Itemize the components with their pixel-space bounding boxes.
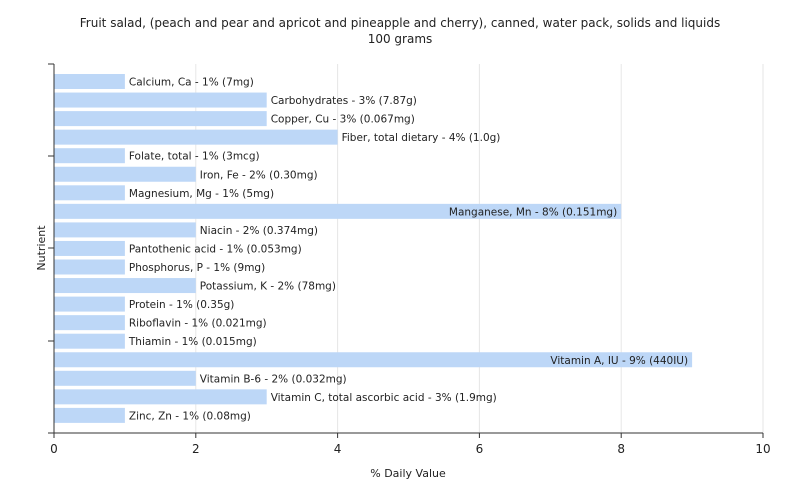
bar xyxy=(54,148,125,164)
bar xyxy=(54,129,338,145)
bar xyxy=(54,333,125,349)
bar-label: Protein - 1% (0.35g) xyxy=(129,299,235,311)
bar xyxy=(54,315,125,331)
bar-label: Zinc, Zn - 1% (0.08mg) xyxy=(129,410,251,422)
bar xyxy=(54,407,125,423)
bar xyxy=(54,240,125,256)
bar xyxy=(54,111,267,127)
bar xyxy=(54,370,196,386)
axes: 0 2 4 6 8 10 xyxy=(48,63,771,456)
x-tick-label: 8 xyxy=(617,442,625,456)
bar-label: Magnesium, Mg - 1% (5mg) xyxy=(129,188,274,200)
bar-label: Carbohydrates - 3% (7.87g) xyxy=(271,95,417,107)
bar xyxy=(54,92,267,108)
bar-label: Vitamin A, IU - 9% (440IU) xyxy=(550,355,688,367)
bars: Calcium, Ca - 1% (7mg) Carbohydrates - 3%… xyxy=(54,74,693,423)
bar-label: Vitamin C, total ascorbic acid - 3% (1.9… xyxy=(271,392,497,404)
x-tick-label: 0 xyxy=(50,442,58,456)
bar-label: Niacin - 2% (0.374mg) xyxy=(200,225,318,237)
bar xyxy=(54,203,622,219)
bar xyxy=(54,278,196,294)
bar-label: Manganese, Mn - 8% (0.151mg) xyxy=(449,206,617,218)
bar-label: Fiber, total dietary - 4% (1.0g) xyxy=(342,132,501,144)
bar xyxy=(54,166,196,182)
x-tick-label: 6 xyxy=(476,442,484,456)
x-tick-label: 10 xyxy=(755,442,770,456)
bar-label: Calcium, Ca - 1% (7mg) xyxy=(129,77,254,89)
bar xyxy=(54,259,125,275)
bar-label: Copper, Cu - 3% (0.067mg) xyxy=(271,114,415,126)
bar xyxy=(54,222,196,238)
bar-label: Vitamin B-6 - 2% (0.032mg) xyxy=(200,373,347,385)
bar-label: Iron, Fe - 2% (0.30mg) xyxy=(200,169,318,181)
x-axis-title: % Daily Value xyxy=(370,467,446,480)
x-tick-label: 2 xyxy=(192,442,200,456)
bar-label: Riboflavin - 1% (0.021mg) xyxy=(129,318,267,330)
bar-label: Potassium, K - 2% (78mg) xyxy=(200,281,336,293)
bar-label: Phosphorus, P - 1% (9mg) xyxy=(129,262,265,274)
bar xyxy=(54,185,125,201)
bar-label: Folate, total - 1% (3mcg) xyxy=(129,151,260,163)
bar xyxy=(54,296,125,312)
x-tick-label: 4 xyxy=(334,442,342,456)
bar-label: Thiamin - 1% (0.015mg) xyxy=(128,336,257,348)
bar xyxy=(54,352,693,368)
bar xyxy=(54,74,125,89)
chart-title: Fruit salad, (peach and pear and apricot… xyxy=(79,16,721,30)
y-axis-title: Nutrient xyxy=(35,225,48,271)
bar xyxy=(54,389,267,405)
chart-subtitle: 100 grams xyxy=(367,32,433,46)
bar-label: Pantothenic acid - 1% (0.053mg) xyxy=(129,243,302,255)
